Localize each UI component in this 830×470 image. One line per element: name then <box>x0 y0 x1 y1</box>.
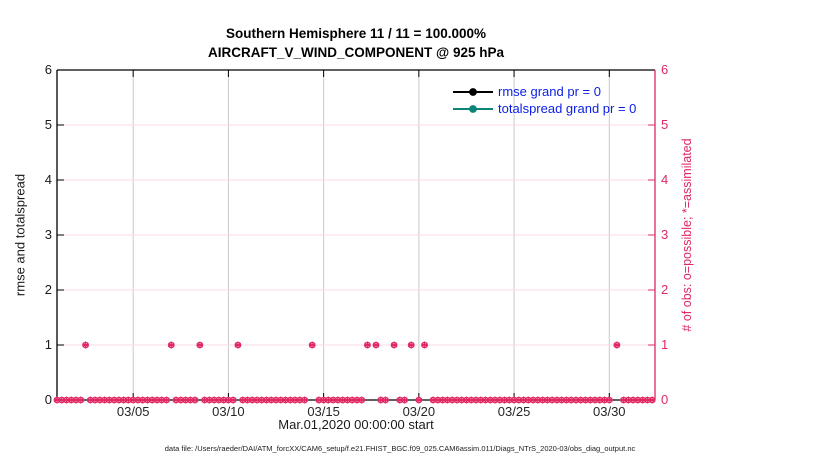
x-tick-label: 03/20 <box>402 404 436 419</box>
legend-entry-totalspread: totalspread grand pr = 0 <box>452 100 636 117</box>
chart-title: Southern Hemisphere 11 / 11 = 100.000% <box>225 26 486 41</box>
datafile-path: data file: /Users/raeder/DAI/ATM_forcXX/… <box>164 444 636 453</box>
y-tick-label-left: 2 <box>44 282 52 297</box>
x-tick-label: 03/05 <box>116 404 150 419</box>
x-tick-label: 03/15 <box>307 404 340 419</box>
y-tick-label-right: 2 <box>661 282 669 297</box>
y-tick-label-left: 4 <box>44 172 52 187</box>
chart-titles: Southern Hemisphere 11 / 11 = 100.000% A… <box>57 24 655 62</box>
y-tick-label-left: 5 <box>44 117 52 132</box>
legend-entry-rmse: rmse grand pr = 0 <box>452 83 636 100</box>
y-tick-label-left: 3 <box>44 227 52 242</box>
y-tick-label-left: 6 <box>44 62 52 77</box>
x-tick-label: 03/10 <box>212 404 245 419</box>
legend: rmse grand pr = 0 totalspread grand pr =… <box>452 83 636 117</box>
chart-subtitle: AIRCRAFT_V_WIND_COMPONENT @ 925 hPa <box>208 45 504 60</box>
y-tick-label-right: 1 <box>661 337 669 352</box>
legend-label-rmse: rmse grand pr = 0 <box>498 84 601 99</box>
legend-label-totalspread: totalspread grand pr = 0 <box>498 101 637 116</box>
y-tick-label-left: 1 <box>44 337 52 352</box>
x-tick-label: 03/25 <box>497 404 531 419</box>
x-tick-label: 03/30 <box>593 404 626 419</box>
y-tick-label-right: 6 <box>661 62 669 77</box>
legend-line-rmse-icon <box>453 87 493 96</box>
x-axis-label: Mar.01,2020 00:00:00 start <box>278 417 434 432</box>
y-tick-label-right: 0 <box>661 392 669 407</box>
y-tick-label-right: 5 <box>661 117 669 132</box>
legend-line-totalspread-icon <box>453 104 493 113</box>
y-tick-label-right: 4 <box>661 172 669 187</box>
y-tick-label-right: 3 <box>661 227 669 242</box>
y-tick-label-left: 0 <box>44 392 52 407</box>
